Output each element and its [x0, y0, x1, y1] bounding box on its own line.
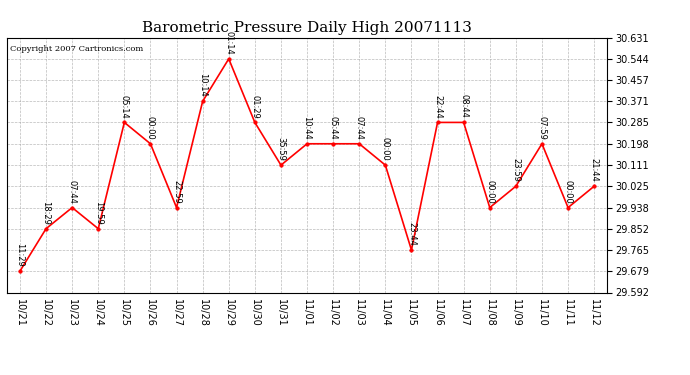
Text: 35:59: 35:59	[277, 137, 286, 161]
Text: 11:29: 11:29	[15, 243, 24, 267]
Text: 01:14: 01:14	[224, 31, 233, 55]
Text: Copyright 2007 Cartronics.com: Copyright 2007 Cartronics.com	[10, 45, 143, 53]
Text: 05:44: 05:44	[328, 116, 337, 140]
Text: 23:59: 23:59	[511, 158, 520, 182]
Text: 23:44: 23:44	[407, 222, 416, 246]
Text: 00:00: 00:00	[564, 180, 573, 203]
Text: 00:00: 00:00	[381, 137, 390, 161]
Text: 07:44: 07:44	[355, 116, 364, 140]
Text: 22:59: 22:59	[172, 180, 181, 203]
Text: 08:44: 08:44	[459, 94, 468, 118]
Text: 19:59: 19:59	[94, 201, 103, 225]
Text: 10:14: 10:14	[198, 74, 207, 97]
Text: 18:29: 18:29	[41, 201, 50, 225]
Title: Barometric Pressure Daily High 20071113: Barometric Pressure Daily High 20071113	[142, 21, 472, 35]
Text: 01:29: 01:29	[250, 94, 259, 118]
Text: 07:44: 07:44	[68, 180, 77, 203]
Text: 21:44: 21:44	[590, 158, 599, 182]
Text: 10:44: 10:44	[302, 116, 312, 140]
Text: 07:59: 07:59	[538, 116, 546, 140]
Text: 05:14: 05:14	[120, 94, 129, 118]
Text: 22:44: 22:44	[433, 94, 442, 118]
Text: 00:00: 00:00	[146, 116, 155, 140]
Text: 00:00: 00:00	[485, 180, 494, 203]
